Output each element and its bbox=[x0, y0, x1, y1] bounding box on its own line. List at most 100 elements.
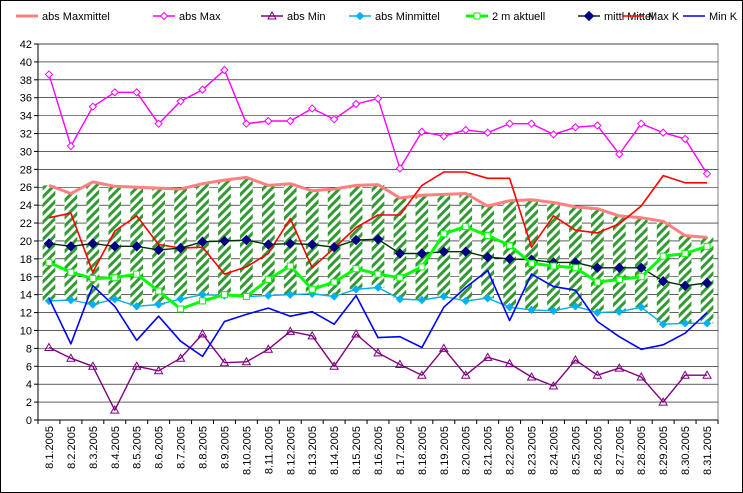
data-point bbox=[701, 277, 713, 289]
x-tick-label: 8.21.2005 bbox=[483, 426, 495, 475]
data-point bbox=[460, 370, 471, 379]
data-point bbox=[110, 88, 119, 97]
legend-item-abs-min: abs Min bbox=[261, 10, 326, 23]
data-point bbox=[549, 130, 558, 139]
legend-label: mittl Mittel bbox=[604, 11, 654, 23]
range-bar bbox=[437, 194, 451, 297]
data-point bbox=[355, 11, 365, 21]
x-tick-label: 8.20.2005 bbox=[461, 426, 473, 475]
data-point bbox=[67, 268, 75, 276]
data-point bbox=[438, 246, 450, 257]
x-tick-label: 8.16.2005 bbox=[373, 426, 385, 475]
y-tick-label: 14 bbox=[20, 290, 32, 302]
x-tick-label: 8.28.2005 bbox=[636, 426, 648, 475]
range-bar bbox=[569, 206, 582, 307]
data-point bbox=[615, 307, 624, 316]
data-point bbox=[482, 251, 493, 263]
data-point bbox=[306, 239, 318, 250]
data-point bbox=[131, 241, 142, 252]
x-tick-label: 8.2.2005 bbox=[66, 426, 78, 469]
data-point bbox=[702, 370, 712, 379]
x-tick-label: 8.25.2005 bbox=[570, 426, 582, 475]
legend-label: abs Min bbox=[287, 11, 326, 23]
x-tick-label: 8.19.2005 bbox=[439, 426, 451, 475]
data-point bbox=[396, 274, 404, 282]
data-point bbox=[505, 302, 514, 312]
y-tick-label: 2 bbox=[26, 397, 32, 409]
data-point bbox=[526, 372, 537, 381]
data-point bbox=[372, 233, 384, 245]
x-tick-label: 8.14.2005 bbox=[329, 426, 341, 475]
data-point bbox=[264, 291, 273, 300]
legend-item-mittl-mittel: mittl Mittel bbox=[578, 10, 654, 23]
data-point bbox=[636, 262, 647, 274]
range-bar bbox=[678, 235, 692, 324]
data-point bbox=[110, 294, 119, 304]
data-point bbox=[462, 223, 470, 231]
data-point bbox=[267, 10, 277, 20]
y-tick-label: 6 bbox=[26, 361, 32, 373]
data-point bbox=[131, 361, 142, 370]
data-point bbox=[418, 263, 426, 271]
data-point bbox=[592, 262, 603, 274]
data-point bbox=[111, 274, 119, 282]
data-point bbox=[614, 363, 625, 372]
data-point bbox=[637, 273, 645, 281]
data-point bbox=[506, 241, 514, 249]
data-point bbox=[637, 119, 646, 128]
x-tick-label: 8.30.2005 bbox=[680, 426, 692, 475]
series-2-m-aktuell bbox=[45, 223, 711, 313]
data-point bbox=[219, 357, 230, 367]
data-point bbox=[44, 342, 54, 351]
data-point bbox=[636, 372, 647, 381]
data-point bbox=[440, 230, 448, 238]
x-tick-label: 8.31.2005 bbox=[702, 426, 714, 475]
data-point bbox=[548, 380, 559, 390]
data-point bbox=[680, 134, 690, 144]
series-abs-maxmittel bbox=[48, 175, 708, 239]
data-point bbox=[395, 294, 405, 304]
y-tick-label: 10 bbox=[20, 325, 32, 337]
data-point bbox=[658, 320, 668, 329]
data-point bbox=[394, 248, 406, 259]
data-point bbox=[583, 10, 595, 22]
data-point bbox=[473, 12, 481, 20]
x-tick-label: 8.27.2005 bbox=[614, 426, 626, 475]
data-point bbox=[66, 295, 76, 305]
data-point bbox=[658, 397, 669, 406]
y-tick-label: 34 bbox=[20, 111, 32, 123]
data-point bbox=[417, 370, 427, 379]
data-point bbox=[89, 275, 97, 283]
data-point bbox=[286, 262, 294, 270]
data-point bbox=[483, 128, 492, 137]
x-tick-label: 8.6.2005 bbox=[154, 426, 166, 469]
data-point bbox=[351, 99, 361, 109]
y-tick-label: 36 bbox=[20, 93, 32, 105]
data-point bbox=[286, 116, 295, 126]
data-point bbox=[352, 265, 360, 273]
data-point bbox=[109, 405, 120, 414]
legend-item-abs-minmittel: abs Minmittel bbox=[349, 11, 440, 23]
data-point bbox=[177, 305, 185, 313]
data-point bbox=[242, 119, 251, 128]
data-point bbox=[197, 236, 208, 248]
legend-item-abs-max: abs Max bbox=[153, 11, 221, 23]
y-tick-label: 40 bbox=[20, 57, 32, 69]
x-tick-label: 8.12.2005 bbox=[285, 426, 297, 475]
data-point bbox=[438, 343, 449, 352]
data-point bbox=[614, 262, 625, 274]
legend-item-abs-maxmittel: abs Maxmittel bbox=[16, 11, 110, 23]
data-point bbox=[615, 149, 624, 159]
series-lines bbox=[43, 65, 713, 414]
data-point bbox=[702, 319, 712, 328]
data-point bbox=[461, 125, 470, 135]
data-point bbox=[220, 291, 228, 299]
data-point bbox=[571, 264, 579, 272]
x-tick-label: 8.17.2005 bbox=[395, 426, 407, 475]
legend-label: abs Minmittel bbox=[375, 11, 440, 23]
y-tick-label: 20 bbox=[20, 236, 32, 248]
x-tick-label: 8.4.2005 bbox=[110, 426, 122, 469]
data-point bbox=[680, 319, 690, 328]
data-point bbox=[43, 238, 55, 249]
